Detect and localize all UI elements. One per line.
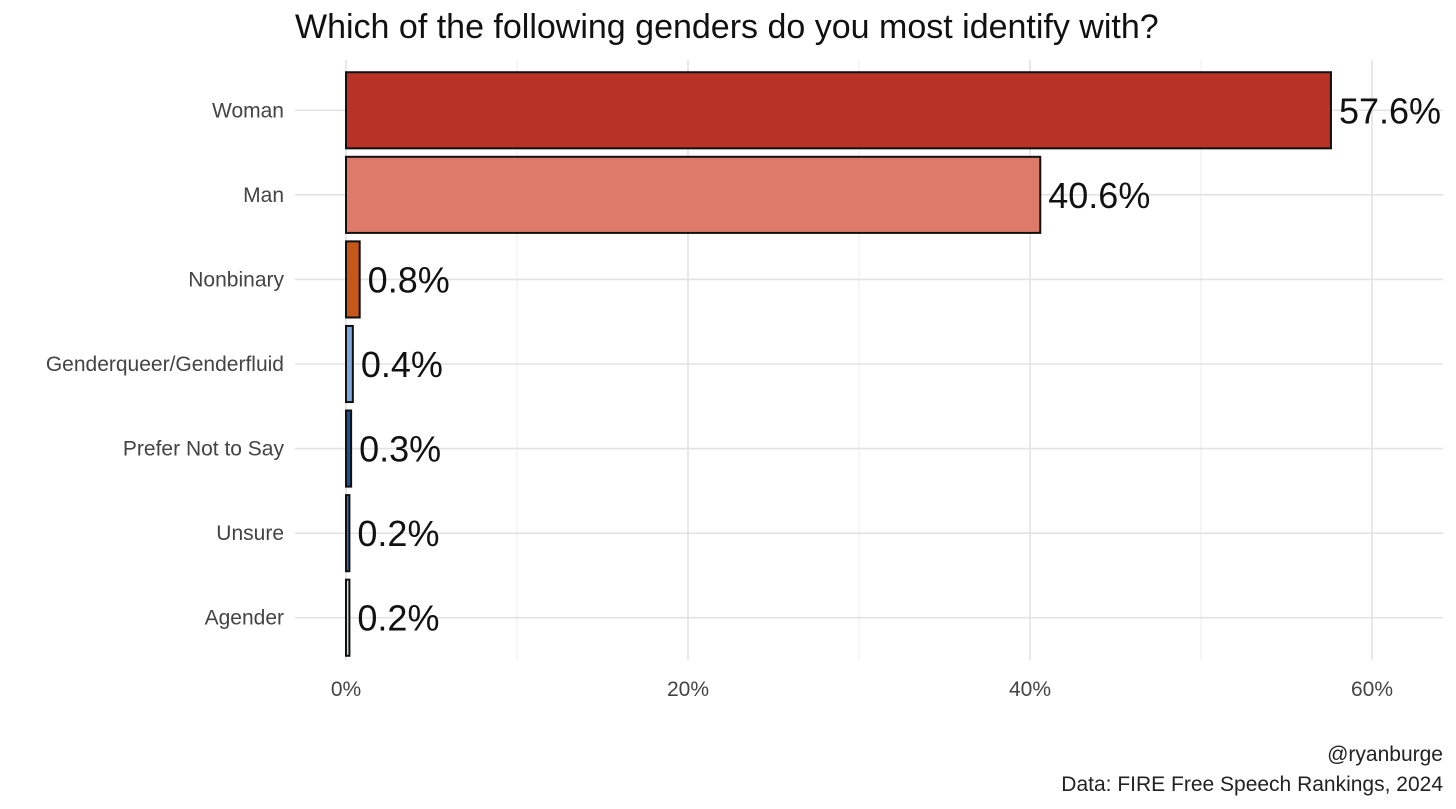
bar-man	[345, 155, 1042, 234]
bar-woman	[345, 71, 1332, 150]
bar-agender	[345, 578, 351, 657]
value-label: 0.2%	[357, 598, 439, 639]
caption-source: Data: FIRE Free Speech Rankings, 2024	[1061, 773, 1443, 796]
category-label: Unsure	[216, 522, 284, 545]
value-label: 0.4%	[361, 344, 443, 385]
category-labels: Woman Man Nonbinary Genderqueer/Genderfluid…	[46, 99, 285, 629]
value-labels: 57.6% 40.6% 0.8% 0.4% 0.3% 0.2% 0.2%	[357, 90, 1441, 638]
category-label: Woman	[212, 99, 284, 122]
x-tick-label: 20%	[667, 678, 709, 701]
bar-nonbinary	[345, 240, 361, 319]
x-tick-label: 60%	[1351, 678, 1393, 701]
caption-author: @ryanburge	[1327, 743, 1443, 766]
value-label: 40.6%	[1048, 175, 1150, 216]
value-label: 57.6%	[1339, 90, 1441, 131]
category-label: Prefer Not to Say	[123, 438, 285, 461]
value-label: 0.3%	[359, 429, 441, 470]
bar-prefer-not-to-say	[345, 409, 353, 488]
category-label: Nonbinary	[188, 268, 284, 291]
value-label: 0.8%	[368, 259, 450, 300]
category-label: Agender	[205, 607, 284, 630]
value-label: 0.2%	[357, 513, 439, 554]
x-tick-label: 0%	[331, 678, 361, 701]
bar-genderqueer-genderfluid	[345, 324, 354, 404]
bars	[345, 71, 1332, 657]
chart-title: Which of the following genders do you mo…	[295, 8, 1159, 46]
x-tick-label: 40%	[1009, 678, 1051, 701]
category-label: Man	[243, 184, 284, 207]
bar-unsure	[345, 494, 351, 573]
x-axis-tick-labels: 0% 20% 40% 60%	[331, 678, 1393, 701]
category-label: Genderqueer/Genderfluid	[46, 353, 284, 376]
gridlines	[295, 60, 1443, 660]
